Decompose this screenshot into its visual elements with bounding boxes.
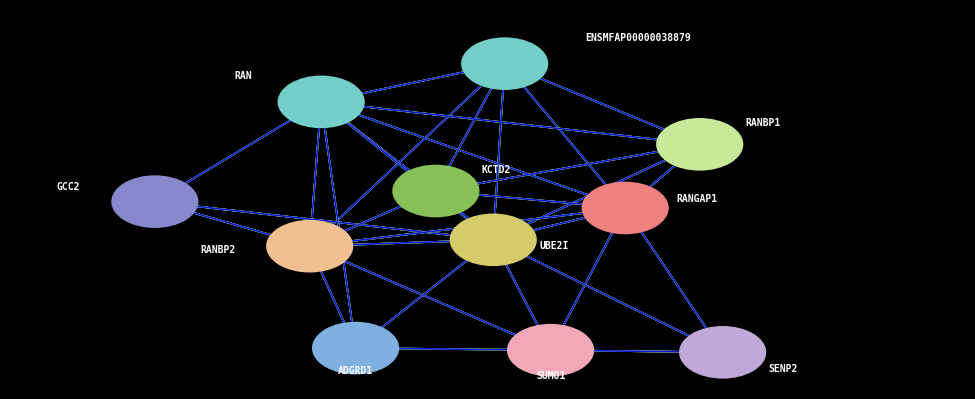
Ellipse shape	[507, 324, 594, 377]
Text: UBE2I: UBE2I	[539, 241, 568, 251]
Text: GCC2: GCC2	[57, 182, 80, 192]
Ellipse shape	[392, 165, 480, 217]
Text: SENP2: SENP2	[768, 364, 798, 374]
Text: KCTD2: KCTD2	[482, 165, 511, 175]
Ellipse shape	[278, 75, 365, 128]
Ellipse shape	[449, 213, 537, 266]
Text: RANBP2: RANBP2	[200, 245, 235, 255]
Text: SUMO1: SUMO1	[536, 371, 565, 381]
Text: ADGRD1: ADGRD1	[338, 366, 373, 376]
Text: ENSMFAP00000038879: ENSMFAP00000038879	[585, 33, 690, 43]
Ellipse shape	[111, 175, 199, 228]
Ellipse shape	[679, 326, 766, 379]
Ellipse shape	[461, 38, 548, 90]
Text: RAN: RAN	[235, 71, 253, 81]
Ellipse shape	[266, 220, 353, 273]
Text: RANGAP1: RANGAP1	[677, 194, 718, 205]
Ellipse shape	[312, 322, 399, 374]
Text: RANBP1: RANBP1	[746, 118, 781, 128]
Ellipse shape	[581, 182, 669, 234]
Ellipse shape	[656, 118, 743, 171]
